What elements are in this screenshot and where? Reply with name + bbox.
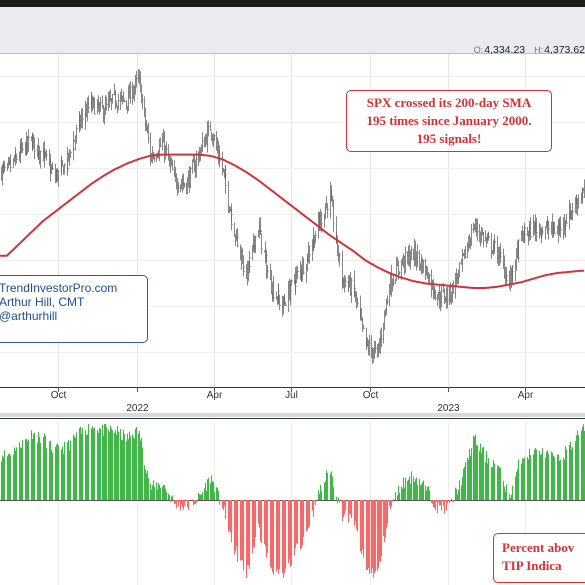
indicator-panel <box>0 422 585 585</box>
indicator-legend-line-2: TIP Indica <box>502 558 562 573</box>
chart-toolbar: O:4,334.23 H:4,373.62 <box>0 7 585 56</box>
sma-200-line <box>0 153 585 289</box>
x-tick-label-6: Apr <box>518 390 534 401</box>
ohlc-readout: O:4,334.23 H:4,373.62 <box>465 40 585 60</box>
x-tick-label-1: 2022 <box>126 403 149 414</box>
open-key: O: <box>473 45 484 55</box>
high-value: 4,373.62 <box>544 44 585 56</box>
open-value: 4,334.23 <box>484 44 526 56</box>
sma-cross-callout: SPX crossed its 200-day SMA 195 times si… <box>346 90 552 152</box>
credit-handle: @arthurhill <box>0 309 58 323</box>
x-tick-label-3: Jul <box>285 390 298 401</box>
credit-website: TrendInvestorPro.com <box>0 281 118 295</box>
price-x-axis: Oct 2022 Apr Jul Oct 2023 Apr <box>0 387 585 419</box>
x-tick-label-0: Oct <box>51 390 67 401</box>
high-key: H: <box>534 45 544 55</box>
indicator-legend-line-1: Percent abov <box>502 540 575 555</box>
indicator-legend-callout: Percent abov TIP Indica <box>493 533 585 583</box>
indicator-histogram <box>0 424 585 578</box>
x-tick-label-5: 2023 <box>437 403 460 414</box>
x-tick-label-4: Oct <box>363 390 379 401</box>
window-top-bar <box>0 0 585 7</box>
credit-author: Arthur Hill, CMT <box>0 295 85 309</box>
sma-cross-line-1: SPX crossed its 200-day SMA <box>366 95 532 110</box>
sma-cross-line-2: 195 times since January 2000. <box>366 113 532 128</box>
author-credit-callout: TrendInvestorPro.com Arthur Hill, CMT @a… <box>0 275 148 343</box>
panel-separator <box>0 413 585 417</box>
sma-cross-line-3: 195 signals! <box>416 131 482 146</box>
x-tick-label-2: Apr <box>207 390 223 401</box>
ohlc-bars <box>1 69 585 364</box>
